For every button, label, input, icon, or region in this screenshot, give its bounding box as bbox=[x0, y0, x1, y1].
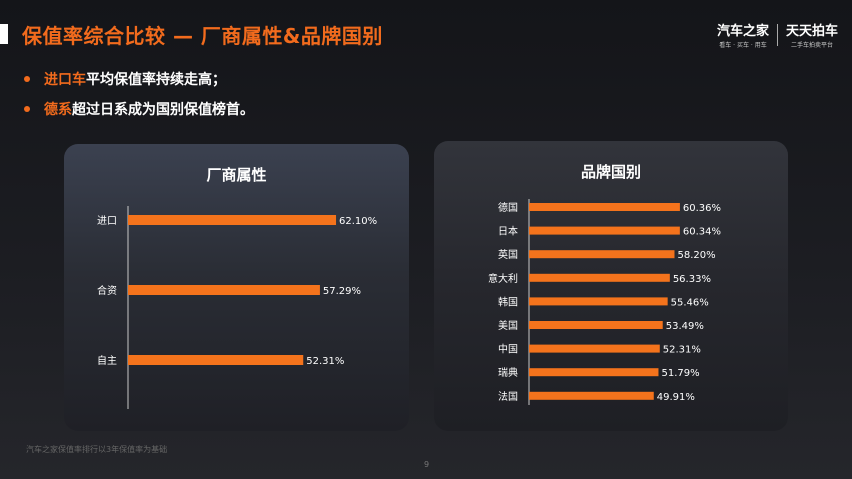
logo-group: 汽车之家 看车 · 买车 · 用车 天天拍车 二手车拍卖平台 bbox=[717, 20, 838, 49]
category-label: 德国 bbox=[498, 201, 518, 214]
autohome-logo-tagline: 看车 · 买车 · 用车 bbox=[719, 42, 767, 49]
bar bbox=[529, 344, 660, 353]
bar bbox=[128, 285, 320, 295]
autohome-logo: 汽车之家 看车 · 买车 · 用车 bbox=[717, 20, 769, 49]
autohome-logo-text: 汽车之家 bbox=[716, 24, 769, 39]
bar bbox=[529, 368, 659, 377]
data-label: 57.29% bbox=[323, 286, 361, 297]
category-label: 韩国 bbox=[498, 295, 518, 308]
ttpai-logo-tagline: 二手车拍卖平台 bbox=[790, 42, 833, 49]
bullet-text: 平均保值率持续走高； bbox=[86, 72, 226, 88]
data-label: 56.33% bbox=[673, 274, 711, 285]
category-label: 美国 bbox=[498, 319, 518, 332]
category-label: 进口 bbox=[97, 215, 117, 227]
manufacturer-chart-panel: 厂商属性 进口 62.10% 合资 57.29% 自主 52.31% bbox=[64, 144, 409, 431]
category-label: 瑞典 bbox=[498, 366, 518, 379]
category-label: 中国 bbox=[498, 343, 518, 356]
bar bbox=[529, 391, 654, 400]
data-label: 55.46% bbox=[671, 297, 709, 308]
bar bbox=[128, 355, 304, 365]
category-label: 意大利 bbox=[488, 272, 518, 285]
country-bar-chart: 德国 60.36% 日本 60.34% 英国 58.20% 意大利 56.33% 韩国 55.46… bbox=[488, 199, 721, 405]
bar bbox=[529, 203, 680, 211]
data-label: 60.36% bbox=[683, 203, 721, 214]
data-label: 62.10% bbox=[339, 216, 377, 227]
category-label: 日本 bbox=[498, 225, 518, 238]
data-label: 51.79% bbox=[661, 368, 699, 379]
bullet-highlight: 进口车 bbox=[44, 72, 86, 88]
bullet-item: 进口车 平均保值率持续走高； bbox=[24, 64, 254, 94]
ttpai-logo: 天天拍车 二手车拍卖平台 bbox=[786, 20, 838, 49]
page-number: 9 bbox=[424, 460, 430, 469]
data-label: 52.31% bbox=[663, 345, 701, 356]
title-marker bbox=[0, 24, 8, 44]
bullet-dot-icon bbox=[24, 106, 30, 112]
logo-divider bbox=[776, 23, 778, 46]
bar bbox=[128, 215, 337, 225]
bullet-text: 超过日系成为国别保值榜首。 bbox=[72, 102, 254, 118]
country-chart-title: 品牌国别 bbox=[580, 163, 641, 181]
page-title: 保值率综合比较 — 厂商属性&品牌国别 bbox=[22, 24, 383, 48]
summary-bullets: 进口车 平均保值率持续走高； 德系 超过日系成为国别保值榜首。 bbox=[24, 64, 254, 124]
category-label: 合资 bbox=[97, 284, 117, 297]
data-label: 60.34% bbox=[683, 227, 721, 238]
data-label: 53.49% bbox=[666, 321, 704, 332]
bullet-dot-icon bbox=[24, 76, 30, 82]
bar bbox=[529, 226, 680, 235]
bar bbox=[529, 321, 663, 329]
bullet-highlight: 德系 bbox=[44, 102, 72, 118]
manufacturer-bar-chart: 进口 62.10% 合资 57.29% 自主 52.31% bbox=[97, 206, 377, 409]
country-chart-panel: 品牌国别 德国 60.36% 日本 60.34% 英国 58.20% 意大利 56.33% 韩国… bbox=[434, 141, 788, 431]
category-label: 法国 bbox=[498, 390, 518, 403]
ttpai-logo-text: 天天拍车 bbox=[785, 24, 838, 39]
bar bbox=[529, 273, 670, 282]
bar bbox=[529, 297, 668, 306]
bullet-item: 德系 超过日系成为国别保值榜首。 bbox=[24, 94, 254, 124]
data-label: 49.91% bbox=[657, 392, 695, 403]
bar bbox=[529, 250, 675, 259]
footnote: 汽车之家保值率排行以3年保值率为基础 bbox=[26, 445, 168, 454]
manufacturer-chart-title: 厂商属性 bbox=[206, 166, 267, 184]
data-label: 52.31% bbox=[306, 356, 344, 367]
data-label: 58.20% bbox=[678, 250, 716, 261]
category-label: 英国 bbox=[498, 248, 518, 261]
category-label: 自主 bbox=[97, 354, 117, 367]
